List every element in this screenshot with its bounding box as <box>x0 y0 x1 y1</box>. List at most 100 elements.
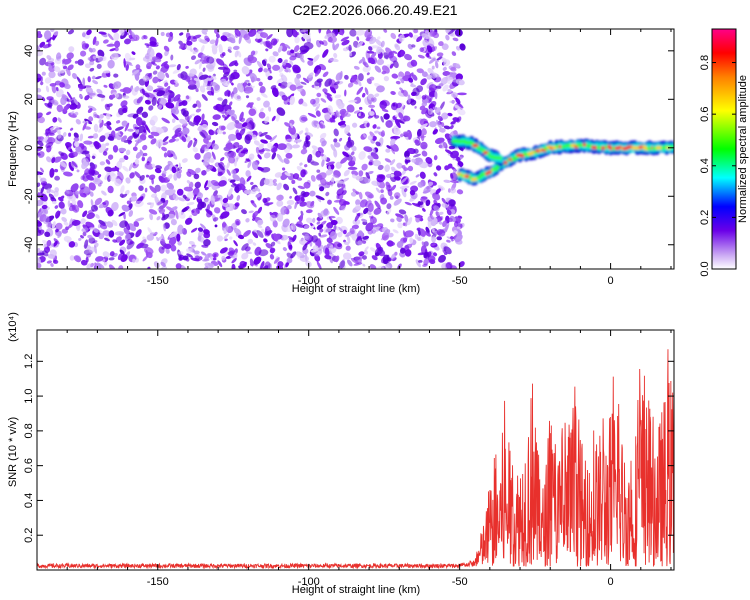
noise-speckle <box>136 242 145 249</box>
noise-speckle <box>244 79 250 83</box>
noise-speckle <box>147 92 156 99</box>
noise-speckle <box>37 42 41 51</box>
noise-speckle <box>158 97 168 106</box>
noise-speckle <box>201 170 207 176</box>
noise-speckle <box>102 202 107 205</box>
noise-speckle <box>88 237 96 244</box>
noise-speckle <box>193 77 200 82</box>
noise-speckle <box>443 125 451 130</box>
noise-speckle <box>167 93 175 99</box>
noise-speckle <box>336 232 341 236</box>
noise-speckle <box>129 172 135 179</box>
noise-speckle <box>297 251 300 259</box>
noise-speckle <box>239 111 244 122</box>
noise-speckle <box>391 184 397 191</box>
noise-speckle <box>319 228 324 233</box>
noise-speckle <box>332 174 340 179</box>
noise-speckle <box>275 113 280 122</box>
noise-speckle <box>170 244 177 252</box>
noise-speckle <box>98 126 104 133</box>
noise-speckle <box>447 188 451 193</box>
noise-speckle <box>418 161 429 169</box>
noise-speckle <box>247 56 258 64</box>
noise-speckle <box>86 263 92 269</box>
noise-speckle <box>358 251 365 257</box>
noise-speckle <box>130 195 138 202</box>
noise-speckle <box>203 137 209 144</box>
noise-speckle <box>456 116 462 123</box>
noise-speckle <box>58 196 64 202</box>
noise-speckle <box>126 200 131 205</box>
noise-speckle <box>291 179 296 184</box>
noise-speckle <box>450 180 459 184</box>
noise-speckle <box>194 153 201 160</box>
noise-speckle <box>415 174 420 178</box>
noise-speckle <box>316 103 320 107</box>
colorbar-tick-labels: 0.0 0.2 0.4 0.6 0.8 <box>699 55 711 277</box>
noise-speckle <box>438 83 444 87</box>
noise-speckle <box>141 111 149 118</box>
noise-speckle <box>282 218 290 228</box>
noise-speckle <box>407 165 414 172</box>
snr-y-tick-label: 1.0 <box>23 388 35 403</box>
noise-speckle <box>319 177 327 186</box>
noise-speckle <box>355 29 366 36</box>
noise-speckle <box>109 251 115 257</box>
noise-speckle <box>221 52 226 57</box>
noise-speckle <box>260 139 268 144</box>
noise-speckle <box>421 95 427 100</box>
noise-speckle <box>41 208 49 215</box>
noise-speckle <box>417 201 422 206</box>
noise-speckle <box>417 54 425 59</box>
noise-speckle <box>234 122 244 129</box>
noise-speckle <box>450 187 457 194</box>
noise-speckle <box>184 217 193 225</box>
noise-speckle <box>367 135 374 141</box>
noise-speckle <box>344 125 351 135</box>
noise-speckle <box>409 72 414 77</box>
noise-speckle <box>323 112 331 120</box>
noise-speckle <box>118 147 127 152</box>
noise-speckle <box>218 125 225 131</box>
noise-speckle <box>454 104 460 110</box>
noise-speckle <box>122 95 130 99</box>
noise-speckle <box>162 223 166 232</box>
noise-speckle <box>48 63 53 69</box>
noise-speckle <box>225 206 231 212</box>
figure-title: C2E2.2026.066.20.49.E21 <box>292 2 457 18</box>
noise-speckle <box>216 58 225 66</box>
noise-speckle <box>168 64 177 68</box>
noise-speckle <box>288 93 295 100</box>
noise-speckle <box>374 200 381 209</box>
noise-speckle <box>175 263 182 269</box>
noise-speckle <box>374 246 384 256</box>
noise-speckle <box>157 85 164 89</box>
noise-speckle <box>390 91 396 95</box>
noise-speckle <box>455 63 461 68</box>
noise-speckle <box>345 245 351 251</box>
noise-speckle <box>276 212 284 222</box>
noise-speckle <box>197 227 204 232</box>
noise-speckle <box>307 112 317 118</box>
noise-speckle <box>343 169 350 177</box>
noise-speckle <box>361 218 368 223</box>
noise-speckle <box>449 100 456 104</box>
noise-speckle <box>191 55 196 61</box>
noise-speckle <box>151 96 157 106</box>
noise-speckle <box>375 39 383 47</box>
noise-speckle <box>202 67 206 72</box>
noise-speckle <box>73 151 78 157</box>
noise-speckle <box>156 235 164 241</box>
noise-speckle <box>87 57 91 61</box>
noise-speckle <box>206 134 212 138</box>
noise-speckle <box>255 146 260 154</box>
snr-panel: -150 -100 -50 0 0.2 0.4 0.6 0.8 1.0 1.2 Height o… <box>7 312 675 596</box>
noise-speckle <box>300 210 304 216</box>
noise-speckle <box>40 177 47 183</box>
snr-y-multiplier: (x10⁴) <box>7 312 19 342</box>
signal-core <box>476 146 480 150</box>
noise-speckle <box>377 164 384 171</box>
noise-speckle <box>375 141 381 147</box>
noise-speckle <box>193 118 200 126</box>
